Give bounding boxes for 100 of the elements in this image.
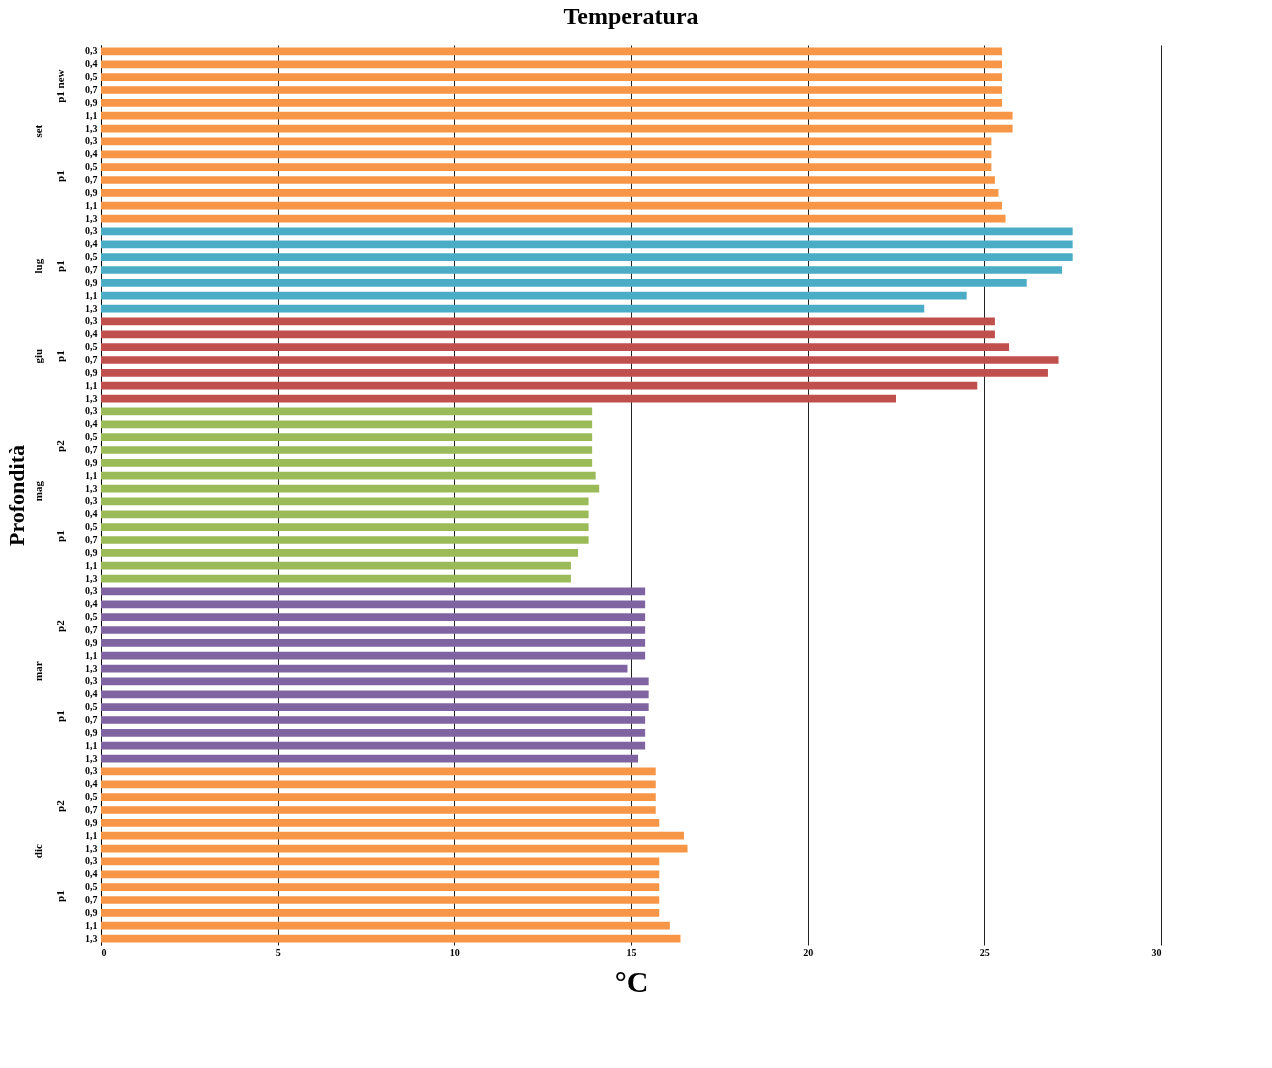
- y-tick-label: 0,5: [85, 881, 98, 893]
- bar: [101, 330, 995, 339]
- bar: [101, 767, 656, 776]
- text: p1: [54, 530, 66, 542]
- y-tick-label: 0,3: [85, 765, 98, 777]
- y-tick-label: 0,4: [85, 688, 98, 700]
- bar: [101, 176, 995, 184]
- y-tick-label: 0,7: [85, 84, 98, 95]
- y-tick-label: 1,3: [85, 392, 98, 404]
- y-tick-label: 0,3: [85, 225, 98, 237]
- bar: [101, 394, 896, 403]
- text: p2: [54, 799, 66, 812]
- text: mar: [32, 661, 44, 681]
- bar: [101, 304, 925, 313]
- y-tick-label: 1,3: [85, 752, 98, 764]
- bar: [101, 600, 646, 609]
- bar: [101, 124, 1013, 133]
- bar: [101, 291, 967, 300]
- y-tick-label: 0,4: [85, 598, 98, 610]
- y-tick-label: 1,3: [85, 662, 98, 674]
- bar: [101, 536, 589, 544]
- bar: [101, 690, 649, 699]
- bar: [101, 844, 688, 853]
- y-tick-label: 0,4: [85, 778, 98, 790]
- y-tick-label: 0,5: [85, 71, 98, 83]
- y-tick-label: 0,9: [85, 636, 98, 648]
- bar: [101, 214, 1006, 223]
- y-tick-label: 0,7: [85, 714, 98, 725]
- x-tick-label: 25: [979, 946, 990, 958]
- bar: [101, 433, 593, 441]
- y-tick-label: 0,5: [85, 341, 98, 353]
- bar: [101, 883, 660, 891]
- text: giu: [32, 348, 44, 364]
- bar: [101, 253, 1073, 261]
- y-tick-label: 0,7: [85, 264, 98, 275]
- bar: [101, 613, 646, 621]
- y-tick-label: 0,5: [85, 251, 98, 263]
- y-tick-label: 1,1: [85, 919, 98, 931]
- bar: [101, 819, 660, 827]
- bar: [101, 446, 593, 454]
- y-tick-label: 0,3: [85, 675, 98, 687]
- bar: [101, 716, 646, 724]
- y-tick-label: 1,3: [85, 212, 98, 224]
- y-tick-label: 0,7: [85, 804, 98, 815]
- bar: [101, 484, 600, 493]
- bar: [101, 831, 684, 840]
- y-tick-label: 1,1: [85, 109, 98, 121]
- bar: [101, 896, 660, 904]
- text: p1 new: [54, 69, 66, 103]
- y-tick-label: 0,5: [85, 521, 98, 533]
- text: p2: [54, 619, 66, 632]
- y-tick-label: 0,3: [85, 855, 98, 867]
- y-tick-label: 1,1: [85, 469, 98, 481]
- bar: [101, 677, 649, 686]
- y-tick-label: 1,3: [85, 302, 98, 314]
- y-tick-label: 0,5: [85, 161, 98, 173]
- y-tick-label: 0,7: [85, 624, 98, 635]
- bar: [101, 934, 681, 943]
- y-tick-label: 0,9: [85, 726, 98, 738]
- bar: [101, 793, 656, 801]
- bar: [101, 909, 660, 917]
- y-tick-label: 0,4: [85, 508, 98, 520]
- bar: [101, 639, 646, 647]
- y-tick-label: 0,4: [85, 238, 98, 250]
- bar: [101, 703, 649, 711]
- x-tick-label: 0: [101, 946, 107, 958]
- y-tick-label: 1,1: [85, 289, 98, 301]
- text: p1: [54, 890, 66, 902]
- y-tick-label: 0,4: [85, 58, 98, 70]
- y-tick-label: 1,3: [85, 842, 98, 854]
- bar: [101, 664, 628, 673]
- y-tick-label: 0,9: [85, 96, 98, 108]
- y-tick-label: 0,7: [85, 444, 98, 455]
- bar: [101, 137, 992, 146]
- text: p2: [54, 439, 66, 452]
- bar: [101, 420, 593, 429]
- x-tick-label: 5: [275, 946, 281, 958]
- chart-title: Temperatura: [563, 3, 699, 29]
- bar: [101, 780, 656, 789]
- bar: [101, 189, 999, 197]
- text: p1: [54, 710, 66, 722]
- bar: [101, 857, 660, 866]
- y-tick-label: 0,4: [85, 868, 98, 880]
- text: p1: [54, 350, 66, 362]
- x-tick-label: 20: [803, 946, 814, 958]
- bar: [101, 111, 1013, 120]
- y-tick-label: 0,3: [85, 135, 98, 147]
- x-tick-label: 10: [449, 946, 460, 958]
- y-tick-label: 0,3: [85, 585, 98, 597]
- text: dic: [32, 844, 44, 859]
- bar: [101, 471, 596, 480]
- y-tick-label: 0,3: [85, 45, 98, 57]
- bar: [101, 381, 978, 390]
- x-tick-label: 30: [1151, 946, 1162, 958]
- text: p1: [54, 170, 66, 182]
- y-tick-label: 0,9: [85, 276, 98, 288]
- bar: [101, 754, 639, 763]
- y-tick-label: 0,9: [85, 456, 98, 468]
- bar: [101, 73, 1002, 81]
- y-tick-label: 0,7: [85, 534, 98, 545]
